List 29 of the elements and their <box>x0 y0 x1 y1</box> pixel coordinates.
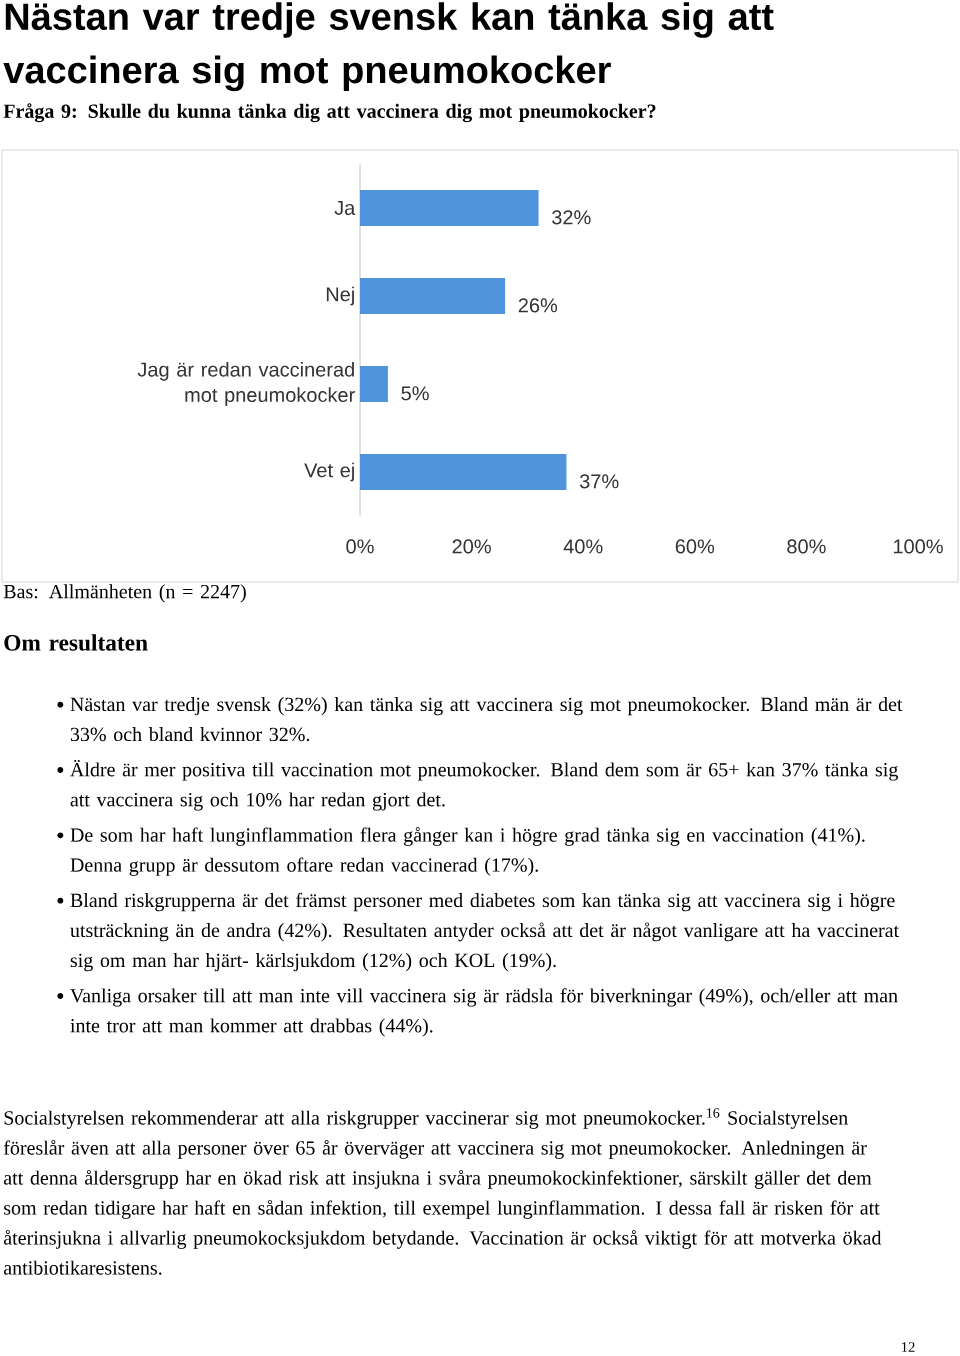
x-tick-label: 40% <box>563 539 603 554</box>
text: Om resultaten <box>4 634 148 651</box>
x-tick-label: 20% <box>452 539 491 554</box>
text: Vanliga orsaker till att man inte vill vaccinera sig är rädsla för biverkningar (49%), och/eller att man inte tror att man kommer att drabbas (44%). <box>70 988 898 1037</box>
y-tick-label: Nej <box>326 286 354 306</box>
bar <box>360 365 388 402</box>
bar <box>360 190 539 226</box>
data-label: 26% <box>518 298 558 313</box>
text: Nästan var tredje svensk (32%) kan tänka sig att vaccinera sig mot pneumokocker. Bland män är det 33% och bland kvinnor 32%. <box>70 697 903 742</box>
chart-subtitle: Fråga 9: Skulle du kunna tänka dig att vaccinera dig mot pneumokocker? <box>3 103 656 123</box>
x-tick-label: 80% <box>787 539 826 554</box>
y-tick-label: Ja <box>334 201 356 215</box>
text: De som har haft lunginflammation flera gånger kan i högre grad tänka sig en vaccination (41%). Denna grupp är dessutom oftare redan vaccinerad (17%). <box>70 827 865 876</box>
text: Socialstyrelsen rekommenderar att alla riskgrupper vaccinerar sig mot pneumokocker.$^{16}$ Socialstyrelsen föreslår även att alla personer över 65 år överväger att vaccinera sig mot pneumokocker. Anledningen är att denna åldersgrupp har en ökad risk att insjukna i svåra pneumokockinfektioner, särskilt gäller det dem som redan tidigare har haft en sådan infektion, till exempel lunginflammation. I dessa fall är risken för att återinsjukna i allvarlig pneumokocksjukdom betydande. Vaccination är också viktigt för att motverka ökad antibiotikaresistens. <box>3 1108 882 1275</box>
data-label: 37% <box>579 474 619 489</box>
data-label: 5% <box>401 386 429 401</box>
text: Bas: Allmänheten (n = 2247) <box>3 584 246 603</box>
chart-title: Nästan var tredje svensk kan tänka sig att vaccinera sig mot pneumokocker <box>3 2 774 92</box>
text: Bland riskgrupperna är det främst personer med diabetes som kan tänka sig att vaccinera sig i högre utsträckning än de andra (42%). Resultaten antyder också att det är något vanligare att ha vaccinerat sig om man har hjärt- kärlsjukdom (12%) och KOL (19%). <box>70 892 900 972</box>
y-tick-label: Vet ej <box>304 462 354 482</box>
x-tick-label: 60% <box>675 539 715 554</box>
x-tick-label: 0% <box>346 539 374 554</box>
text: Äldre är mer positiva till vaccination mot pneumokocker. Bland dem som är 65+ kan 37% tänka sig att vaccinera sig och 10% har redan gjort det. <box>70 760 898 811</box>
bar <box>360 278 506 314</box>
y-tick-label: Jag är redan vaccinerad mot pneumokocker <box>137 362 355 406</box>
x-tick-label: 100% <box>893 539 943 554</box>
bar <box>360 453 567 490</box>
text: 12 <box>901 1342 915 1352</box>
data-label: 32% <box>552 210 591 225</box>
